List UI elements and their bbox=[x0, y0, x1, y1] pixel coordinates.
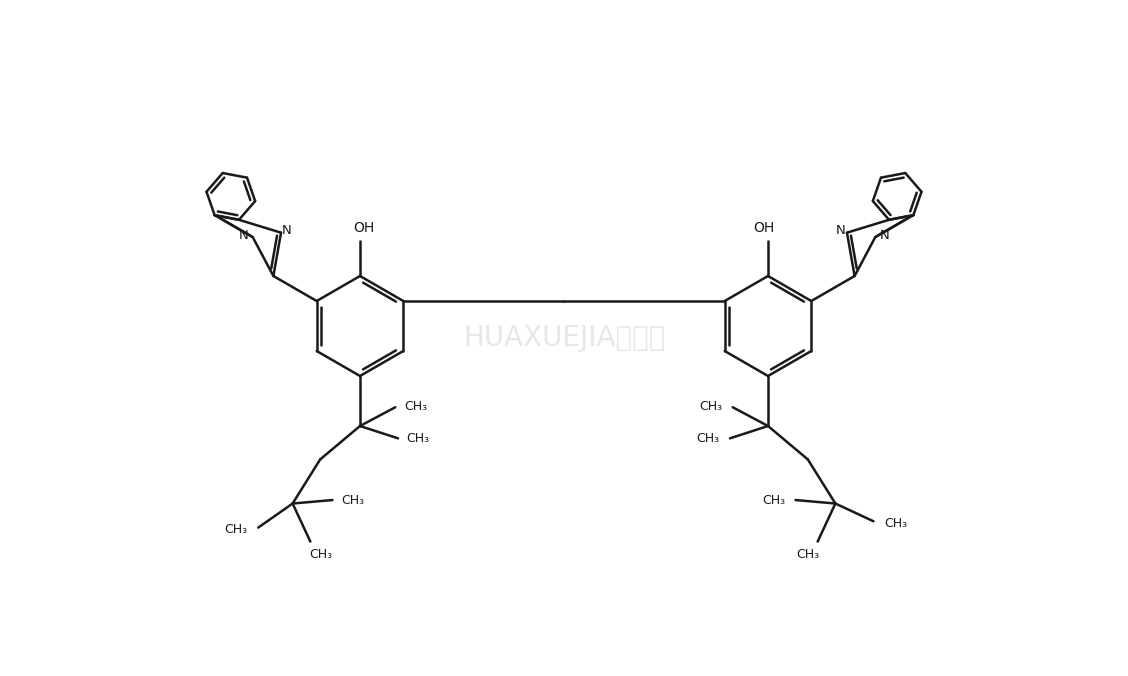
Text: CH₃: CH₃ bbox=[341, 493, 364, 506]
Text: CH₃: CH₃ bbox=[309, 548, 332, 561]
Text: CH₃: CH₃ bbox=[404, 400, 426, 413]
Text: CH₃: CH₃ bbox=[699, 400, 722, 413]
Text: CH₃: CH₃ bbox=[696, 432, 720, 445]
Text: N: N bbox=[836, 224, 846, 237]
Text: N: N bbox=[880, 228, 889, 241]
Text: N: N bbox=[239, 228, 248, 241]
Text: OH: OH bbox=[353, 221, 374, 235]
Text: HUAXUEJIA化学加: HUAXUEJIA化学加 bbox=[462, 324, 666, 352]
Text: N: N bbox=[282, 224, 292, 237]
Text: CH₃: CH₃ bbox=[796, 548, 819, 561]
Text: CH₃: CH₃ bbox=[884, 516, 907, 530]
Text: CH₃: CH₃ bbox=[224, 523, 248, 536]
Text: OH: OH bbox=[754, 221, 775, 235]
Text: CH₃: CH₃ bbox=[763, 493, 785, 506]
Text: CH₃: CH₃ bbox=[406, 432, 430, 445]
